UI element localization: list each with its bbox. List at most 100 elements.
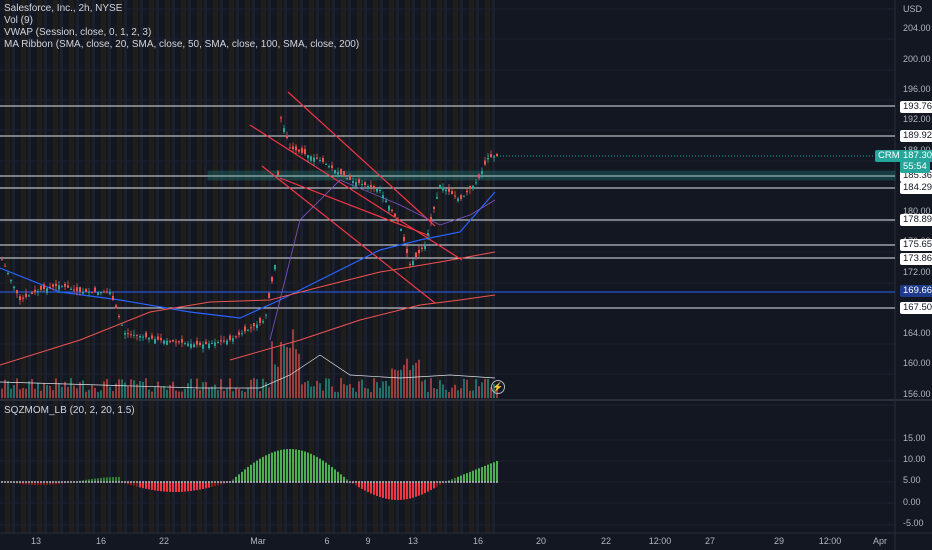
volume-bar: [439, 380, 441, 398]
squeeze-dot: [451, 481, 453, 483]
squeeze-dot: [373, 481, 375, 483]
symbol-legend[interactable]: Salesforce, Inc., 2h, NYSE: [4, 3, 123, 14]
squeeze-dot: [268, 481, 270, 483]
level-tag[interactable]: 173.86: [900, 253, 932, 265]
candle-body: [178, 341, 180, 343]
squeeze-dot: [271, 481, 273, 483]
momentum-bar: [97, 478, 99, 482]
level-tag[interactable]: 169.66: [900, 285, 932, 297]
candle-body: [166, 340, 168, 345]
ma-line: [269, 179, 496, 341]
squeeze-dot: [361, 481, 363, 483]
lightning-icon[interactable]: ⚡: [491, 380, 505, 394]
squeeze-dot: [154, 481, 156, 483]
vwap-legend[interactable]: VWAP (Session, close, 0, 1, 2, 3): [4, 27, 152, 38]
volume-bar: [469, 390, 471, 398]
level-tag[interactable]: 184.29: [900, 182, 932, 194]
candle-body: [331, 165, 333, 168]
squeeze-dot: [376, 481, 378, 483]
momentum-bar: [403, 482, 405, 500]
momentum-bar: [412, 482, 414, 498]
candle-body: [28, 295, 30, 297]
momentum-bar: [481, 467, 483, 482]
candle-body: [487, 158, 489, 160]
candle-body: [163, 340, 165, 344]
support-zone: [207, 170, 896, 181]
volume-legend[interactable]: Vol (9): [4, 15, 33, 26]
squeeze-dot: [226, 481, 228, 483]
squeeze-dot: [22, 481, 24, 483]
volume-bar: [301, 384, 303, 398]
squeeze-dot: [478, 481, 480, 483]
candle-body: [424, 245, 426, 250]
candle-body: [313, 157, 315, 162]
session-stripe: [197, 0, 202, 533]
symbol-tag[interactable]: CRM: [875, 150, 903, 162]
squeeze-dot: [43, 481, 45, 483]
candle-body: [337, 172, 339, 175]
candle-body: [352, 181, 354, 184]
volume-bar: [466, 379, 468, 398]
time-tick: 9: [365, 536, 371, 546]
candle-body: [373, 186, 375, 188]
current-price-tag[interactable]: 187.30: [900, 150, 932, 162]
candle-body: [457, 198, 459, 202]
level-tag[interactable]: 167.50: [900, 302, 932, 314]
squeeze-dot: [487, 481, 489, 483]
squeeze-dot: [187, 481, 189, 483]
ma-ribbon-legend[interactable]: MA Ribbon (SMA, close, 20, SMA, close, 5…: [4, 39, 360, 50]
session-stripe: [37, 0, 42, 533]
session-stripe: [341, 0, 346, 533]
squeeze-dot: [250, 481, 252, 483]
volume-bar: [337, 391, 339, 398]
level-tag[interactable]: 178.89: [900, 214, 932, 226]
candle-body: [43, 284, 45, 289]
volume-bar: [343, 384, 345, 398]
volume-bar: [166, 389, 168, 398]
level-tag[interactable]: 175.65: [900, 239, 932, 251]
squeeze-dot: [103, 481, 105, 483]
momentum-bar: [328, 464, 330, 482]
volume-bar: [283, 345, 285, 398]
candle-body: [394, 213, 396, 217]
candle-body: [364, 182, 366, 185]
candle-body: [349, 175, 351, 180]
volume-bar: [406, 358, 408, 398]
ma-line: [0, 251, 496, 366]
volume-bar: [10, 388, 12, 398]
momentum-bar: [202, 482, 204, 489]
volume-bar: [277, 366, 279, 398]
momentum-bar: [22, 482, 24, 485]
volume-bar: [364, 387, 366, 398]
level-tag[interactable]: 189.92: [900, 130, 932, 142]
squeeze-dot: [40, 481, 42, 483]
squeeze-momentum-legend[interactable]: SQZMOM_LB (20, 2, 20, 1.5): [4, 405, 135, 416]
momentum-bar: [148, 482, 150, 490]
volume-bar: [145, 378, 147, 398]
session-stripe: [485, 0, 490, 533]
volume-bar: [430, 378, 432, 398]
volume-bar: [97, 391, 99, 398]
level-tag[interactable]: 193.76: [900, 101, 932, 113]
candle-body: [412, 261, 414, 266]
squeeze-dot: [490, 481, 492, 483]
candle-body: [370, 185, 372, 187]
volume-bar: [349, 384, 351, 398]
squeeze-dot: [328, 481, 330, 483]
candle-body: [112, 295, 114, 301]
session-stripe: [357, 0, 362, 533]
volume-bar: [31, 379, 33, 398]
volume-bar: [247, 387, 249, 398]
volume-bar: [220, 379, 222, 398]
volume-bar: [190, 378, 192, 398]
candle-body: [211, 343, 213, 344]
volume-bar: [445, 389, 447, 398]
level-tag[interactable]: 185.36: [900, 170, 932, 182]
squeeze-dot: [82, 481, 84, 483]
volume-bar: [70, 378, 72, 398]
candle-body: [4, 265, 6, 267]
session-stripe: [124, 0, 127, 533]
squeeze-dot: [472, 481, 474, 483]
candle-body: [232, 338, 234, 342]
